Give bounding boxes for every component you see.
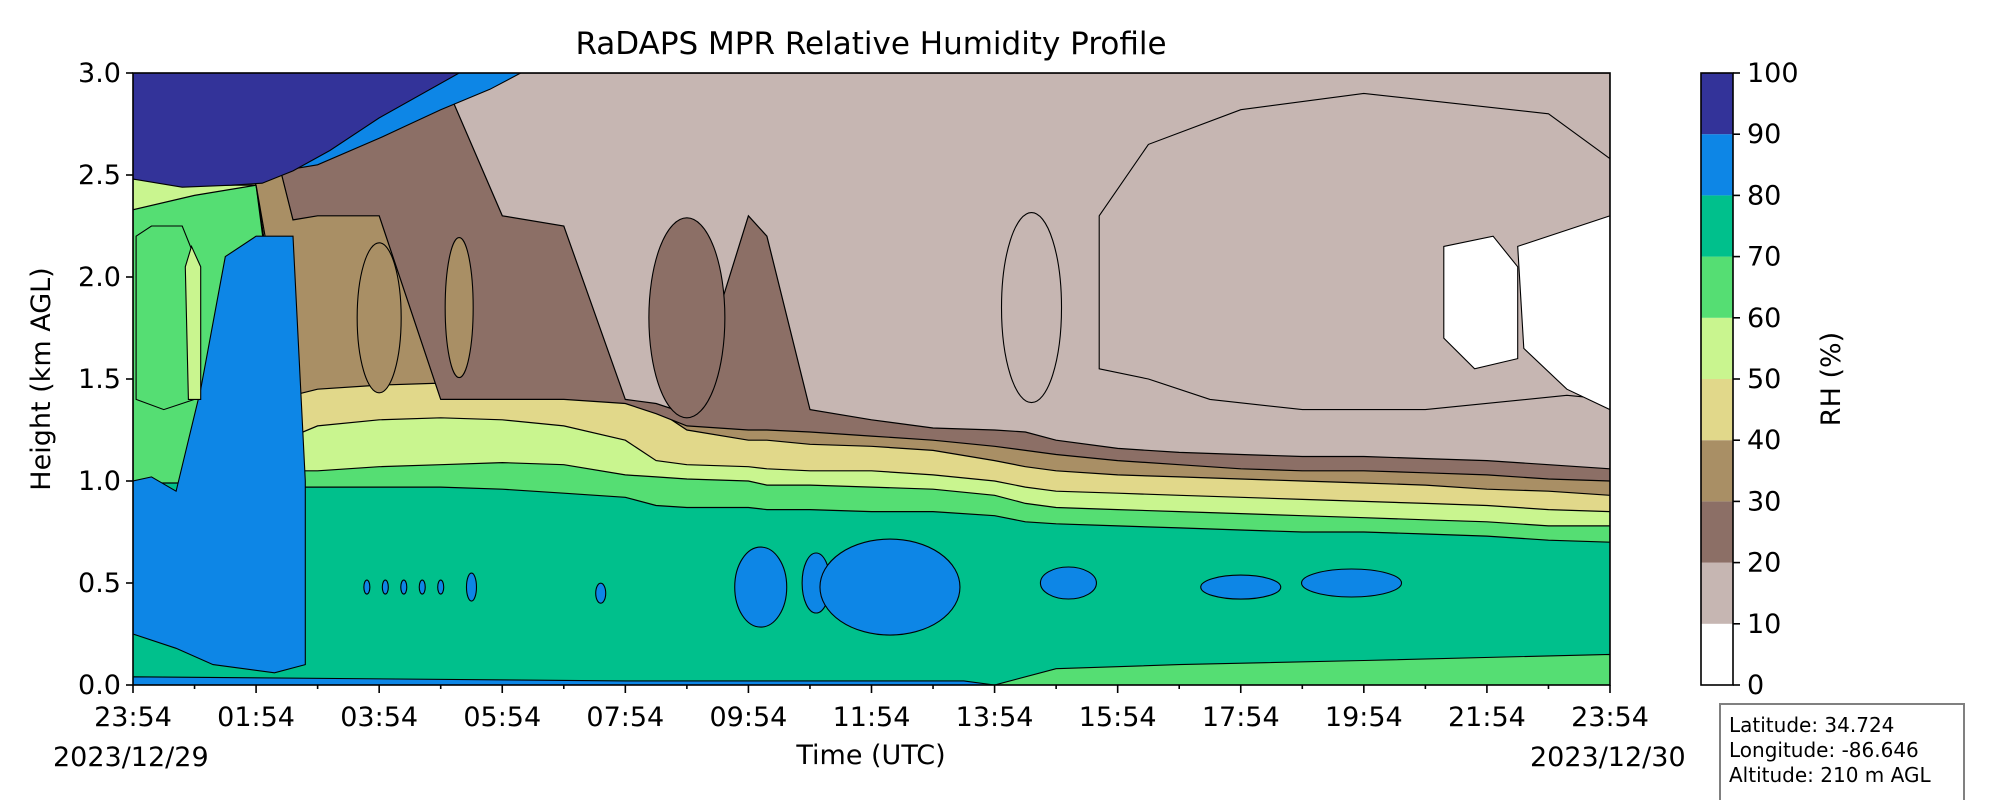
x-tick-label-7: 13:54 [956,702,1034,733]
colorbar-tick-label-6: 60 [1747,303,1781,334]
colorbar-segment-5 [1701,317,1733,379]
region-rh-80-90-surface [133,676,995,685]
colorbar-segment-3 [1701,440,1733,502]
colorbar-tick-label-9: 90 [1747,119,1781,150]
colorbar-segment-0 [1701,623,1733,685]
start-date-label: 2023/12/29 [53,742,209,773]
region-rh-90-100-top [133,73,461,188]
x-tick-label-11: 21:54 [1448,702,1526,733]
dot-rh-80-90-3 [418,579,426,595]
pocket-rh-80-90-g [595,582,607,604]
x-axis-label: Time (UTC) [795,740,945,771]
colorbar-tick-label-4: 40 [1747,425,1781,456]
x-tick-label-0: 23:54 [94,702,172,733]
pocket-rh-80-90-c [819,538,961,636]
region-rh-50-60-early [184,244,202,400]
colorbar-tick-label-0: 0 [1747,670,1764,701]
y-tick-label-0: 0.0 [78,670,121,701]
rh-contour-features [133,73,1610,685]
colorbar-segment-8 [1701,134,1733,196]
colorbar-segment-9 [1701,73,1733,135]
dot-rh-80-90-4 [437,579,445,595]
x-tick-label-3: 05:54 [463,702,541,733]
colorbar-segment-6 [1701,256,1733,318]
y-tick-label-3: 1.5 [78,364,121,395]
pocket-rh-80-90-h [465,572,478,602]
pocket-rh-80-90-a [734,546,788,628]
colorbar-segment-2 [1701,501,1733,563]
location-info-box: Latitude: 34.724 Longitude: -86.646 Alti… [1719,703,1965,800]
colorbar-tick-label-2: 20 [1747,548,1781,579]
longitude-text: Longitude: -86.646 [1729,738,1919,762]
y-tick-label-5: 2.5 [78,160,121,191]
y-tick-label-1: 0.5 [78,568,121,599]
y-tick-label-4: 2.0 [78,262,121,293]
colorbar-segment-1 [1701,562,1733,624]
colorbar-label: RH (%) [1816,332,1847,426]
region-rh-80-90-early [133,235,306,674]
x-tick-label-1: 01:54 [217,702,295,733]
y-axis: 0.0 0.5 1.0 1.5 2.0 2.5 3.0 [78,58,133,701]
colorbar-tick-label-10: 100 [1747,58,1799,89]
region-rh-60-70-early [135,225,196,411]
patch-rh-10-20-a [1000,212,1063,404]
colorbar-tick-label-8: 80 [1747,180,1781,211]
x-tick-label-8: 15:54 [1079,702,1157,733]
info-box-frame [1719,703,1965,800]
dot-rh-80-90-2 [400,579,408,595]
region-rh-60-70-surface [994,653,1610,685]
colorbar-tick-label-7: 70 [1747,242,1781,273]
dot-rh-80-90-0 [363,579,371,595]
altitude-text: Altitude: 210 m AGL [1729,763,1931,787]
y-tick-label-2: 1.0 [78,466,121,497]
y-tick-label-6: 3.0 [78,58,121,89]
x-tick-label-12: 23:54 [1571,702,1649,733]
patch-rh-20-30-a [648,217,726,419]
colorbar: 0 10 20 30 40 50 60 70 80 90 100 [1700,58,1799,701]
pocket-rh-80-90-f [1300,568,1403,598]
region-rh-0-10-b [1517,215,1610,411]
colorbar-tick-label-3: 30 [1747,486,1781,517]
colorbar-tick-label-1: 10 [1747,609,1781,640]
colorbar-segment-4 [1701,379,1733,441]
chart-title: RaDAPS MPR Relative Humidity Profile [575,26,1166,62]
x-tick-label-10: 19:54 [1325,702,1403,733]
x-axis: 23:54 01:54 03:54 05:54 07:54 09:54 11:54 13:54… [94,685,1649,733]
patch-rh-30-40-b [444,237,474,379]
colorbar-tick-label-5: 50 [1747,364,1781,395]
x-tick-label-4: 07:54 [586,702,664,733]
patch-rh-30-40-a [356,242,402,394]
region-rh-0-10-a [1443,235,1519,370]
end-date-label: 2023/12/30 [1530,742,1686,773]
x-tick-label-9: 17:54 [1202,702,1280,733]
y-axis-label: Height (km AGL) [26,267,57,490]
colorbar-segment-7 [1701,195,1733,257]
latitude-text: Latitude: 34.724 [1729,713,1894,737]
dot-rh-80-90-1 [381,579,389,595]
x-tick-label-6: 11:54 [833,702,911,733]
x-tick-label-2: 03:54 [340,702,418,733]
x-tick-label-5: 09:54 [710,702,788,733]
pocket-rh-80-90-d [1039,566,1097,600]
pocket-rh-80-90-e [1200,574,1282,600]
